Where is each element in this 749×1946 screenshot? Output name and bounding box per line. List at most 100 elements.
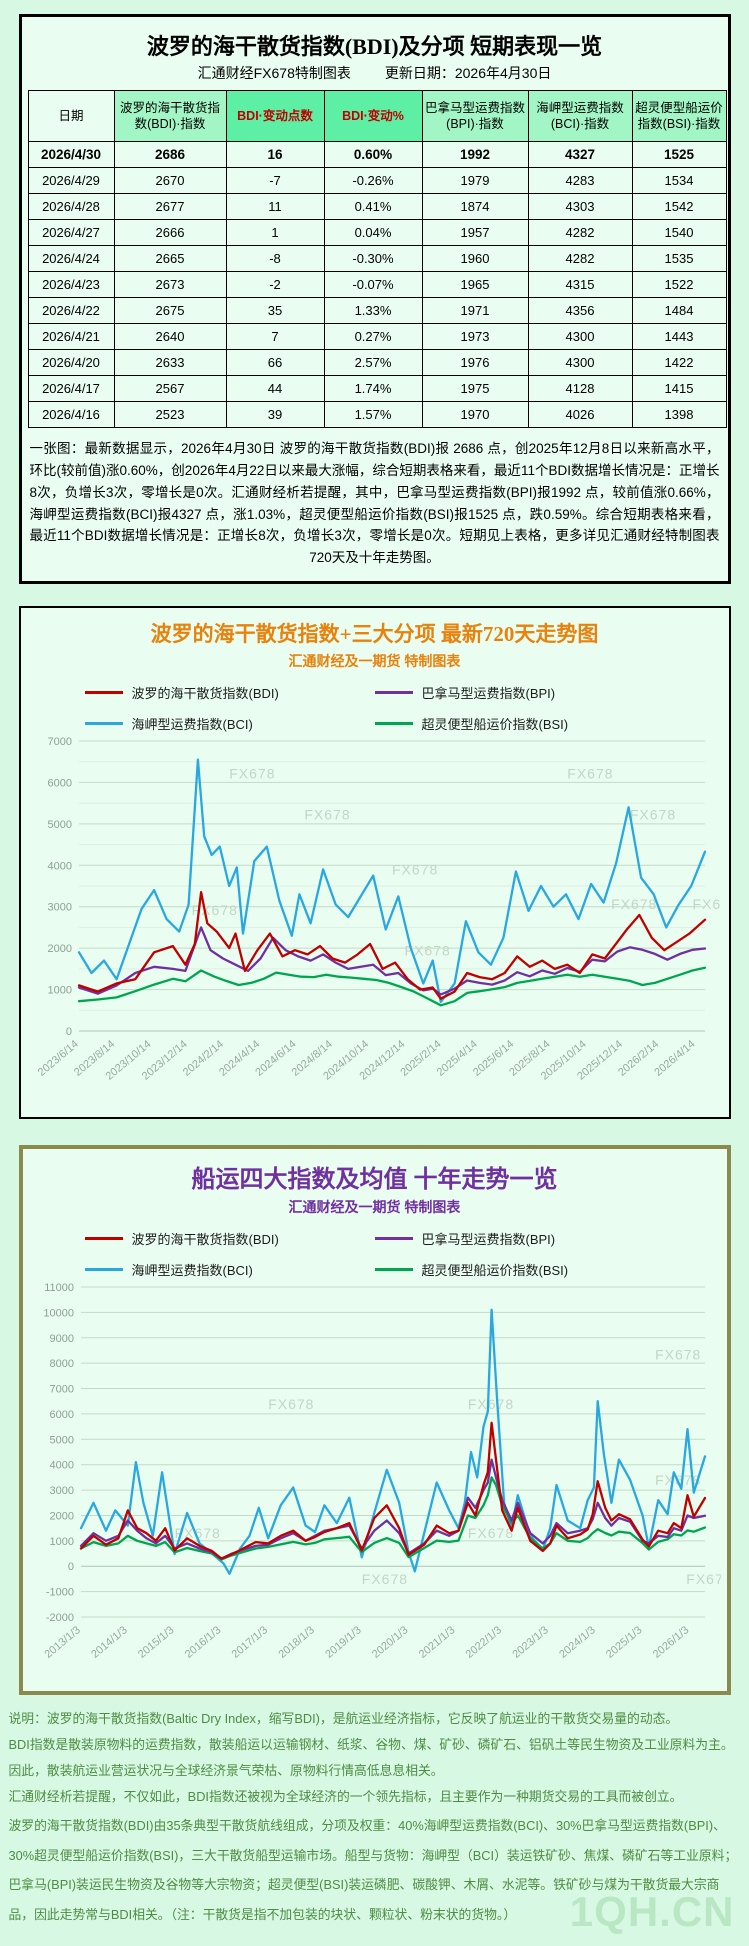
table-cell: 1 (225, 219, 325, 246)
legend-swatch (84, 722, 123, 726)
legend-item: 巴拿马型运费指数(BPI) (374, 683, 665, 702)
table-body: 2026/4/30 2686 16 0.60% 1992 4327 1525 2026/4/2… (27, 141, 727, 428)
table-cell: 11 (225, 193, 325, 220)
x-tick-label: 2019/1/3 (323, 1624, 364, 1661)
column-header: 波罗的海干散货指数(BDI)·指数 (113, 90, 227, 142)
table-cell: 2523 (113, 401, 227, 428)
chart-10y-legend: 波罗的海干散货指数(BDI) 巴拿马型运费指数(BPI) 海岬型运费指数(BCI) 超… (84, 1229, 665, 1279)
chart-720d-legend: 波罗的海干散货指数(BDI) 巴拿马型运费指数(BPI) 海岬型运费指数(BCI) 超… (84, 683, 665, 733)
table-cell: 2.57% (323, 349, 423, 376)
table-cell: 2673 (113, 271, 227, 298)
x-tick-label: 2021/1/3 (416, 1624, 457, 1661)
table-header-row: 日期 波罗的海干散货指数(BDI)·指数 BDI·变动点数 BDI·变动% 巴拿马型运费… (27, 90, 727, 142)
y-tick-label: 9000 (49, 1333, 73, 1345)
table-cell: 0.27% (323, 323, 423, 350)
site-watermark: 1QH.CN (569, 1887, 735, 1935)
series-line (77, 891, 706, 1001)
legend-item: 海岬型运费指数(BCI) (84, 1260, 375, 1279)
table-cell: 1415 (631, 375, 727, 402)
series-line (77, 966, 706, 1007)
table-header: 日期 波罗的海干散货指数(BDI)·指数 BDI·变动点数 BDI·变动% 巴拿马型运费… (27, 90, 727, 142)
table-row: 2026/4/28 2677 11 0.41% 1874 4303 1542 (27, 193, 727, 220)
footer-line: 说明：波罗的海干散货指数(Baltic Dry Index，缩写BDI)，是航运… (8, 1711, 679, 1727)
table-cell: 1534 (631, 167, 727, 194)
table-row: 2026/4/24 2665 -8 -0.30% 1960 4282 1535 (27, 245, 727, 272)
table-cell: 2026/4/27 (27, 219, 115, 246)
summary-note: 一张图：最新数据显示，2026年4月30日 波罗的海干散货指数(BDI)报 26… (29, 441, 720, 566)
chart-watermark: FX678 (404, 943, 450, 959)
column-header: 日期 (27, 90, 115, 142)
x-tick-label: 2026/4/14 (652, 1038, 697, 1079)
table-cell: 1971 (421, 297, 529, 324)
table-cell: 2026/4/30 (27, 141, 115, 168)
chart-watermark: FX678 (229, 766, 275, 782)
x-tick-label: 2018/1/3 (276, 1624, 317, 1661)
table-cell: 2567 (113, 375, 227, 402)
table-cell: 16 (225, 141, 325, 168)
legend-item: 波罗的海干散货指数(BDI) (84, 683, 375, 702)
y-tick-label: -1000 (45, 1587, 73, 1599)
y-tick-label: 2000 (49, 1511, 73, 1523)
table-row: 2026/4/29 2670 -7 -0.26% 1979 4283 1534 (27, 167, 727, 194)
y-tick-label: 0 (65, 1026, 71, 1038)
table-cell: 4300 (527, 349, 633, 376)
table-cell: -0.07% (323, 271, 423, 298)
legend-item: 波罗的海干散货指数(BDI) (84, 1229, 375, 1248)
table-cell: 2026/4/21 (27, 323, 115, 350)
table-cell: 1522 (631, 271, 727, 298)
legend-label: 海岬型运费指数(BCI) (131, 1263, 253, 1279)
legend-swatch (374, 691, 413, 695)
table-cell: 4128 (527, 375, 633, 402)
chart-10y-subtitle: 汇通财经及一期货 特制图表 (288, 1199, 461, 1216)
table-cell: 0.41% (323, 193, 423, 220)
y-tick-label: 0 (67, 1561, 73, 1573)
table-cell: 1965 (421, 271, 529, 298)
table-cell: 4303 (527, 193, 633, 220)
x-tick-label: 2013/1/3 (42, 1624, 83, 1661)
legend-swatch (84, 691, 123, 695)
table-cell: 1957 (421, 219, 529, 246)
x-tick-label: 2022/1/3 (463, 1624, 504, 1661)
legend-swatch (84, 1237, 123, 1241)
bdi-short-term-panel: 波罗的海干散货指数(BDI)及分项 短期表现一览 汇通财经FX678特制图表 更新… (18, 14, 731, 585)
legend-label: 波罗的海干散货指数(BDI) (131, 686, 279, 702)
column-header: BDI·变动% (323, 90, 423, 142)
table-cell: 2640 (113, 323, 227, 350)
legend-item: 海岬型运费指数(BCI) (84, 714, 375, 733)
table-cell: 2670 (113, 167, 227, 194)
x-tick-label: 2025/1/3 (604, 1624, 645, 1661)
chart-720d-panel: 波罗的海干散货指数+三大分项 最新720天走势图 汇通财经及一期货 特制图表 波… (18, 606, 731, 1120)
table-row: 2026/4/20 2633 66 2.57% 1976 4300 1422 (27, 349, 727, 376)
table-cell: 66 (225, 349, 325, 376)
legend-item: 超灵便型船运价指数(BSI) (374, 714, 665, 733)
footer-line: BDI指数是散装原物料的运费指数，散装船运以运输钢材、纸浆、谷物、煤、矿砂、磷矿… (8, 1737, 734, 1753)
series-line (77, 926, 706, 996)
chart-720d-subtitle: 汇通财经及一期货 特制图表 (288, 653, 461, 670)
y-tick-label: 1000 (49, 1536, 73, 1548)
series-line (79, 1308, 706, 1576)
chart-watermark: FX678 (304, 806, 350, 822)
y-tick-label: 1000 (47, 985, 71, 997)
column-header: 海岬型运费指数(BCI)·指数 (527, 90, 633, 142)
footer-notes: 说明：波罗的海干散货指数(Baltic Dry Index，缩写BDI)，是航运… (5, 1705, 745, 1940)
table-cell: 2026/4/29 (27, 167, 115, 194)
legend-label: 超灵便型船运价指数(BSI) (421, 717, 569, 733)
chart-watermark: FX678 (268, 1396, 314, 1412)
table-cell: 2026/4/28 (27, 193, 115, 220)
table-cell: 1973 (421, 323, 529, 350)
chart-10y-title: 船运四大指数及均值 十年走势一览 (191, 1167, 558, 1194)
table-cell: 1484 (631, 297, 727, 324)
chart-watermark: FX678 (361, 1571, 407, 1587)
x-tick-label: 2015/1/3 (136, 1624, 177, 1661)
column-header: 巴拿马型运费指数(BPI)·指数 (421, 90, 529, 142)
chart-watermark: FX678 (655, 1347, 701, 1363)
table-cell: 2677 (113, 193, 227, 220)
table-cell: 0.60% (323, 141, 423, 168)
chart-watermark: FX678 (174, 1525, 220, 1541)
table-row: 2026/4/17 2567 44 1.74% 1975 4128 1415 (27, 375, 727, 402)
table-row: 2026/4/21 2640 7 0.27% 1973 4300 1443 (27, 323, 727, 350)
table-cell: 2665 (113, 245, 227, 272)
legend-swatch (374, 722, 413, 726)
table-row: 2026/4/23 2673 -2 -0.07% 1965 4315 1522 (27, 271, 727, 298)
